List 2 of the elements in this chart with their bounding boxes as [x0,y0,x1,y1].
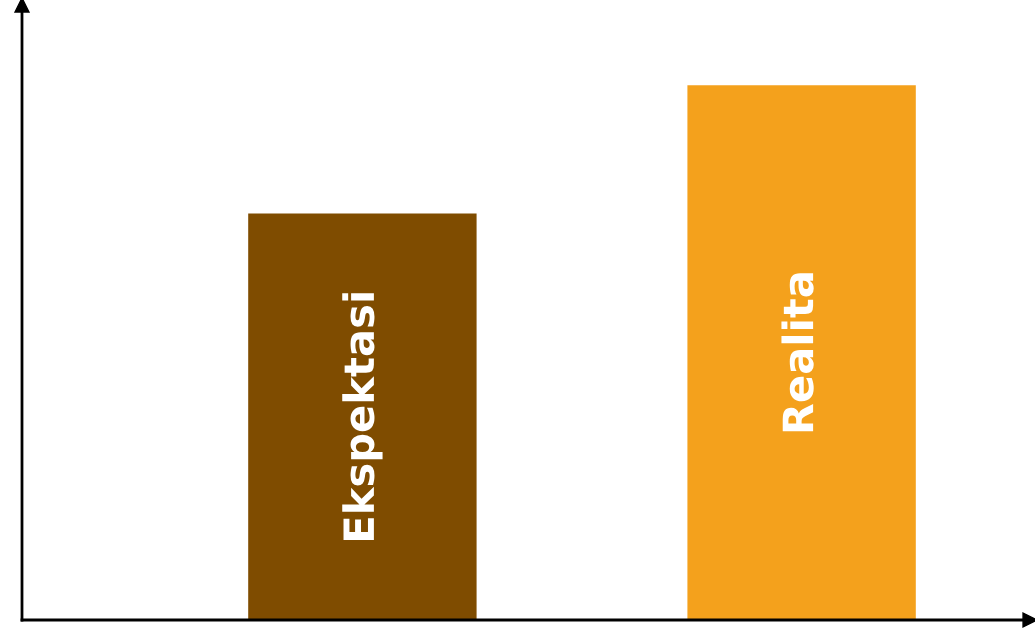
x-tick-label: Ekspektasi [342,293,383,540]
x-tick-label: Realita [781,273,814,432]
